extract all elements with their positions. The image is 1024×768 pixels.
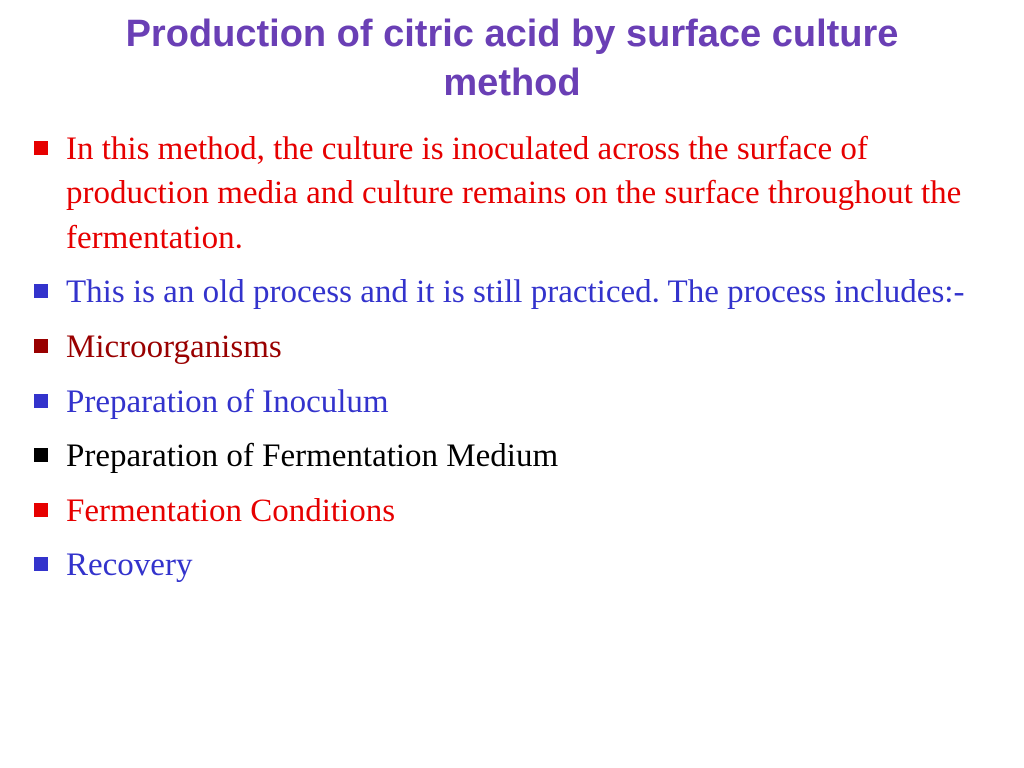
square-bullet-icon — [34, 284, 48, 298]
square-bullet-icon — [34, 557, 48, 571]
square-bullet-icon — [34, 339, 48, 353]
bullet-text: Fermentation Conditions — [66, 489, 395, 534]
bullet-item: Recovery — [30, 543, 994, 588]
bullet-text: Preparation of Fermentation Medium — [66, 434, 558, 479]
bullet-text: Microorganisms — [66, 325, 282, 370]
square-bullet-icon — [34, 503, 48, 517]
bullet-text: This is an old process and it is still p… — [66, 270, 964, 315]
bullet-text: Preparation of Inoculum — [66, 380, 389, 425]
bullet-item: This is an old process and it is still p… — [30, 270, 994, 315]
bullet-item: Preparation of Fermentation Medium — [30, 434, 994, 479]
bullet-text: In this method, the culture is inoculate… — [66, 127, 994, 261]
bullet-item: Fermentation Conditions — [30, 489, 994, 534]
bullet-item: Preparation of Inoculum — [30, 380, 994, 425]
square-bullet-icon — [34, 394, 48, 408]
slide-title: Production of citric acid by surface cul… — [30, 10, 994, 109]
square-bullet-icon — [34, 141, 48, 155]
bullet-text: Recovery — [66, 543, 192, 588]
bullet-item: Microorganisms — [30, 325, 994, 370]
square-bullet-icon — [34, 448, 48, 462]
bullet-item: In this method, the culture is inoculate… — [30, 127, 994, 261]
